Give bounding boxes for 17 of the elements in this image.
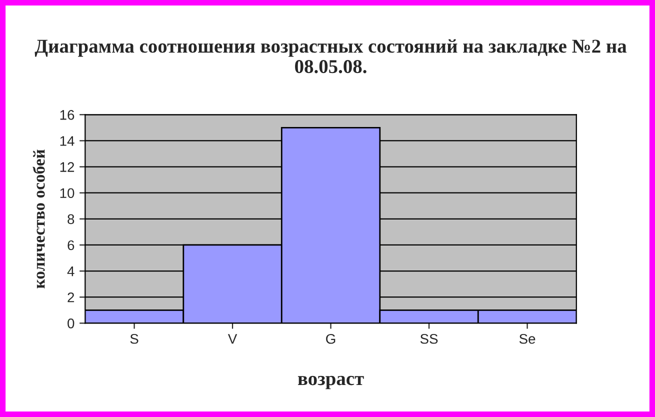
y-tick-label: 2 [68,292,74,302]
y-tick-label: 4 [67,266,74,276]
y-tick-label: 12 [60,162,74,172]
y-tick-label: 0 [68,318,74,328]
x-axis-title: возраст [298,376,364,390]
y-axis-title: количество особей [32,150,45,288]
chart-title: Диаграмма соотношения возрастных состояний на закладке №2 на 08.05.08. [34,39,627,74]
y-tick-label: 8 [68,214,74,224]
y-tick-label: 6 [68,240,74,250]
y-tick-label: 10 [60,188,74,198]
y-tick-label: 14 [60,136,74,146]
x-tick-label: SS [420,334,438,344]
x-tick-label: G [326,334,336,344]
y-tick-label: 16 [60,110,74,120]
x-tick-label: S [130,334,138,344]
x-tick-label: V [228,334,238,344]
x-tick-label: Se [519,334,536,344]
